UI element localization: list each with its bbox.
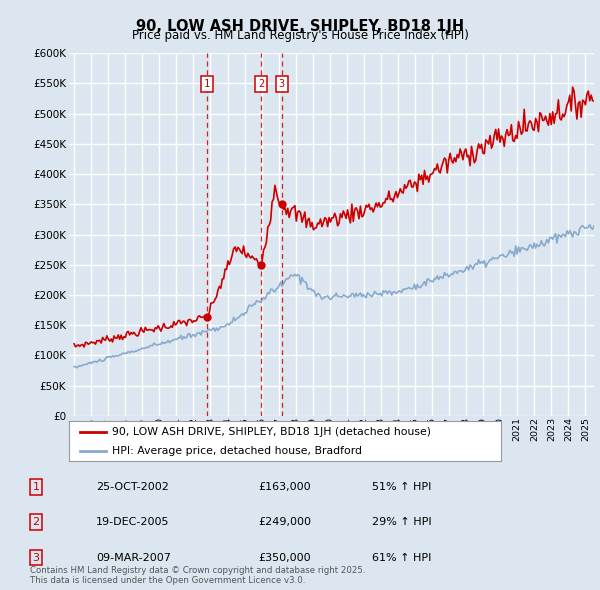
Text: 25-OCT-2002: 25-OCT-2002: [96, 482, 169, 491]
Text: 61% ↑ HPI: 61% ↑ HPI: [372, 553, 431, 562]
Text: £249,000: £249,000: [258, 517, 311, 527]
Text: £350,000: £350,000: [258, 553, 311, 562]
Text: HPI: Average price, detached house, Bradford: HPI: Average price, detached house, Brad…: [112, 445, 362, 455]
Text: 19-DEC-2005: 19-DEC-2005: [96, 517, 170, 527]
Text: 09-MAR-2007: 09-MAR-2007: [96, 553, 171, 562]
Text: 90, LOW ASH DRIVE, SHIPLEY, BD18 1JH: 90, LOW ASH DRIVE, SHIPLEY, BD18 1JH: [136, 19, 464, 34]
Text: Contains HM Land Registry data © Crown copyright and database right 2025.
This d: Contains HM Land Registry data © Crown c…: [30, 566, 365, 585]
Text: Price paid vs. HM Land Registry's House Price Index (HPI): Price paid vs. HM Land Registry's House …: [131, 30, 469, 42]
Text: 90, LOW ASH DRIVE, SHIPLEY, BD18 1JH (detached house): 90, LOW ASH DRIVE, SHIPLEY, BD18 1JH (de…: [112, 427, 431, 437]
Text: 2: 2: [258, 79, 264, 89]
Text: 3: 3: [32, 553, 40, 562]
Text: 3: 3: [278, 79, 285, 89]
Text: 1: 1: [204, 79, 211, 89]
Text: 29% ↑ HPI: 29% ↑ HPI: [372, 517, 431, 527]
Text: 1: 1: [32, 482, 40, 491]
Text: £163,000: £163,000: [258, 482, 311, 491]
Text: 51% ↑ HPI: 51% ↑ HPI: [372, 482, 431, 491]
Text: 2: 2: [32, 517, 40, 527]
